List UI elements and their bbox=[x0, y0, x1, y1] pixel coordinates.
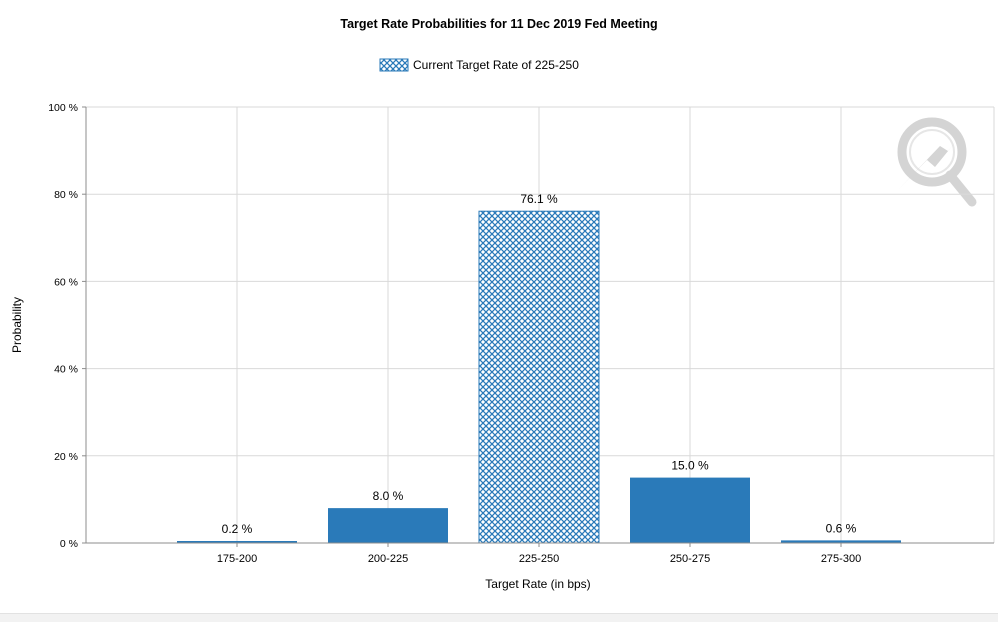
footer-strip bbox=[0, 613, 998, 622]
bar-250-275 bbox=[630, 477, 750, 543]
y-tick-label: 40 % bbox=[54, 364, 78, 376]
y-tick-label: 60 % bbox=[54, 276, 78, 288]
x-tick-label-175-200: 175-200 bbox=[217, 553, 257, 565]
chart-title: Target Rate Probabilities for 11 Dec 201… bbox=[340, 17, 657, 31]
data-label-250-275: 15.0 % bbox=[671, 459, 709, 473]
data-label-275-300: 0.6 % bbox=[826, 521, 857, 535]
bar-200-225 bbox=[328, 508, 448, 543]
x-axis-title: Target Rate (in bps) bbox=[485, 577, 590, 591]
y-tick-label: 100 % bbox=[48, 102, 78, 114]
gridlines bbox=[86, 106, 995, 543]
axes bbox=[82, 106, 994, 547]
y-tick-label: 0 % bbox=[60, 538, 78, 550]
data-label-175-200: 0.2 % bbox=[222, 522, 253, 536]
y-tick-label: 80 % bbox=[54, 189, 78, 201]
bar-275-300 bbox=[781, 540, 901, 543]
watermark-logo bbox=[897, 117, 977, 207]
legend-label: Current Target Rate of 225-250 bbox=[413, 58, 579, 72]
data-label-225-250: 76.1 % bbox=[520, 192, 558, 206]
x-tick-label-275-300: 275-300 bbox=[821, 553, 861, 565]
y-axis-title: Probability bbox=[10, 297, 24, 353]
data-label-200-225: 8.0 % bbox=[373, 489, 404, 503]
bars bbox=[177, 210, 901, 544]
bar-225-250 bbox=[478, 210, 600, 544]
tick-labels: 0 % 20 % 40 % 60 % 80 % 100 % 175-200 200-225 22… bbox=[48, 102, 861, 565]
legend: Current Target Rate of 225-250 bbox=[379, 58, 579, 72]
x-tick-label-250-275: 250-275 bbox=[670, 553, 710, 565]
x-tick-label-225-250: 225-250 bbox=[519, 553, 559, 565]
legend-swatch bbox=[379, 58, 409, 72]
data-labels: 0.2 % 8.0 % 76.1 % 15.0 % 0.6 % bbox=[222, 192, 857, 536]
y-tick-label: 20 % bbox=[54, 451, 78, 463]
bar-175-200 bbox=[177, 541, 297, 543]
x-tick-label-200-225: 200-225 bbox=[368, 553, 408, 565]
